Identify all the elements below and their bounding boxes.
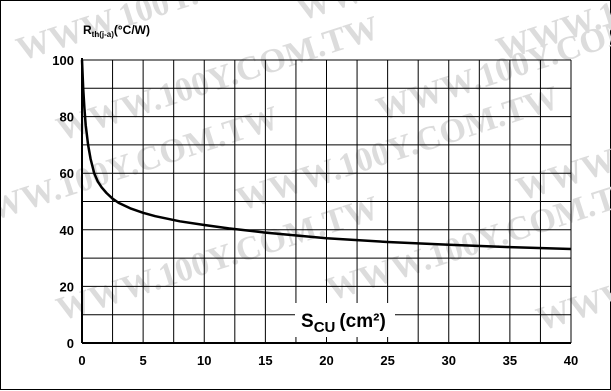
tick-layer: 0 5 10 15 20 25 30 35 40 0 20 40 60 80 100 [52,53,578,368]
x-tick-label: 35 [503,353,517,368]
series-line [80,59,572,251]
grid-layer [81,58,572,344]
x-tick-label: 40 [564,353,578,368]
y-tick-label: 100 [52,53,74,68]
x-tick-label: 20 [319,353,333,368]
x-tick-label: 10 [197,353,211,368]
y-tick-label: 60 [60,166,74,181]
x-tick-label: 15 [258,353,272,368]
y-tick-label: 40 [60,223,74,238]
y-axis-label: Rth(j-a)(°C/W) [83,23,150,39]
y-tick-label: 80 [60,110,74,125]
x-tick-label: 25 [380,353,394,368]
x-axis-label-background [295,303,395,337]
x-tick-label: 5 [140,353,147,368]
curve-layer [80,59,572,251]
y-tick-label: 20 [60,279,74,294]
y-tick-label: 0 [67,336,74,351]
x-axis-label: SCU (cm²) [301,311,386,336]
x-tick-label: 0 [78,353,85,368]
x-tick-label: 30 [442,353,456,368]
label-layer: Rth(j-a)(°C/W) SCU (cm²) [83,23,395,337]
